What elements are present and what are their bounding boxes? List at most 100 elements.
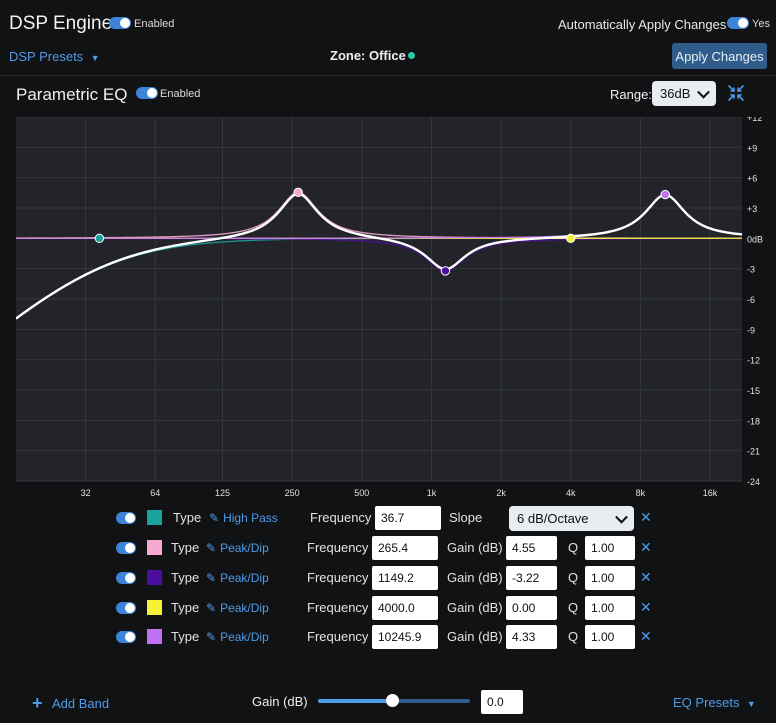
y-tick-label: +3 (747, 204, 757, 214)
master-gain-label: Gain (dB) (252, 694, 308, 709)
plus-icon: + (32, 693, 43, 713)
band-gain-input[interactable]: -3.22 (506, 566, 557, 590)
range-label: Range: (610, 87, 652, 102)
range-select[interactable]: 36dB (652, 81, 716, 106)
eq-enabled-label: Enabled (160, 88, 201, 100)
band-row: Type ✎ Peak/Dip Frequency 4000.0 Gain (dB) 0.0… (0, 595, 776, 621)
band-gain-label: Gain (dB) (447, 600, 503, 615)
band-gain-input[interactable]: 0.00 (506, 596, 557, 620)
band-color-swatch[interactable] (147, 570, 162, 585)
master-gain-slider[interactable] (318, 694, 470, 707)
band-frequency-label: Frequency (307, 629, 369, 644)
remove-band-icon[interactable]: ✕ (640, 599, 652, 615)
dsp-presets-label: DSP Presets (9, 49, 84, 64)
band-type-link[interactable]: ✎ Peak/Dip (206, 571, 269, 585)
band-gain-input[interactable]: 4.55 (506, 536, 557, 560)
band-type-link[interactable]: ✎ Peak/Dip (206, 630, 269, 644)
band-frequency-label: Frequency (307, 600, 369, 615)
band-type-value: High Pass (223, 511, 278, 525)
band-slope-select[interactable]: 6 dB/Octave (509, 506, 634, 531)
eq-enabled-toggle[interactable] (136, 87, 158, 99)
combined-response-line (16, 192, 743, 320)
band-gain-label: Gain (dB) (447, 540, 503, 555)
band-enable-toggle[interactable] (116, 542, 136, 554)
band-color-swatch[interactable] (147, 510, 162, 525)
auto-apply-label: Automatically Apply Changes (558, 17, 727, 32)
band-row: Type ✎ Peak/Dip Frequency 10245.9 Gain (dB) 4.… (0, 624, 776, 650)
band-gain-input[interactable]: 4.33 (506, 625, 557, 649)
band-handle-point (440, 266, 451, 276)
y-tick-label: +12 (747, 117, 762, 123)
band-frequency-input[interactable]: 10245.9 (372, 625, 438, 649)
chart-band-points (94, 187, 670, 276)
y-tick-label: -21 (747, 447, 760, 457)
band-type-link[interactable]: ✎ Peak/Dip (206, 601, 269, 615)
eq-title: Parametric EQ (16, 85, 128, 104)
band-frequency-label: Frequency (307, 570, 369, 585)
chart-tick-labels: +12 +9 +6 +3 0dB -3 -6 -9 -12 -15 -18 -21 -24 32 64 125… (81, 117, 763, 498)
band-handle-point (660, 189, 670, 200)
dsp-presets-dropdown[interactable]: DSP Presets ▼ (9, 48, 100, 66)
band-frequency-input[interactable]: 265.4 (372, 536, 438, 560)
band-gain-label: Gain (dB) (447, 629, 503, 644)
band-slope-label: Slope (449, 510, 483, 525)
eq-presets-dropdown[interactable]: EQ Presets ▼ (673, 694, 756, 712)
band-type-link[interactable]: ✎ High Pass (209, 511, 278, 525)
page-title: DSP Engine (9, 13, 113, 34)
master-gain-slider-thumb[interactable] (386, 694, 400, 707)
band-row: Type ✎ High Pass Frequency 36.7 Slope 6 dB/Oct… (0, 505, 776, 531)
band-frequency-label: Frequency (310, 510, 372, 525)
band-color-swatch[interactable] (147, 629, 162, 644)
band-type-link[interactable]: ✎ Peak/Dip (206, 541, 269, 555)
band-q-input[interactable]: 1.00 (585, 566, 635, 590)
band-frequency-input[interactable]: 1149.2 (372, 566, 438, 590)
band-q-input[interactable]: 1.00 (585, 625, 635, 649)
x-tick-label: 64 (150, 488, 160, 498)
band-q-label: Q (568, 600, 579, 615)
remove-band-icon[interactable]: ✕ (640, 539, 652, 555)
band-enable-toggle[interactable] (116, 572, 136, 584)
remove-band-icon[interactable]: ✕ (640, 569, 652, 585)
eq-frequency-chart[interactable]: +12 +9 +6 +3 0dB -3 -6 -9 -12 -15 -18 -21 -24 32 64 125… (16, 117, 776, 499)
band-handle-point (566, 233, 576, 244)
band-type-value: Peak/Dip (220, 541, 269, 555)
y-tick-label: -18 (747, 416, 760, 426)
band-enable-toggle[interactable] (116, 631, 136, 643)
x-tick-label: 250 (285, 488, 300, 498)
collapse-arrows-icon[interactable] (728, 85, 744, 101)
zone-label: Zone: Office (330, 48, 406, 63)
master-gain-input[interactable]: 0.0 (481, 690, 523, 714)
band-q-label: Q (568, 570, 579, 585)
band-type-value: Peak/Dip (220, 601, 269, 615)
band-color-swatch[interactable] (147, 600, 162, 615)
y-tick-label: -6 (747, 295, 755, 305)
dsp-enabled-toggle[interactable] (109, 17, 131, 29)
remove-band-icon[interactable]: ✕ (640, 509, 652, 525)
band-frequency-label: Frequency (307, 540, 369, 555)
band-q-input[interactable]: 1.00 (585, 596, 635, 620)
x-tick-label: 4k (566, 488, 576, 498)
band-type-label: Type (171, 600, 200, 615)
add-band-button[interactable]: + Add Band (32, 693, 109, 714)
remove-band-icon[interactable]: ✕ (640, 628, 652, 644)
pencil-icon: ✎ (206, 630, 217, 644)
dsp-enabled-label: Enabled (134, 18, 175, 30)
band-q-input[interactable]: 1.00 (585, 536, 635, 560)
x-tick-label: 32 (81, 488, 91, 498)
apply-changes-button[interactable]: Apply Changes (672, 43, 767, 69)
range-value: 36dB (660, 86, 691, 101)
band-enable-toggle[interactable] (116, 512, 136, 524)
x-tick-label: 8k (636, 488, 646, 498)
zone-status-dot (408, 52, 415, 59)
band-enable-toggle[interactable] (116, 602, 136, 614)
band-frequency-input[interactable]: 36.7 (375, 506, 441, 530)
eq-presets-label: EQ Presets (673, 695, 740, 710)
band-color-swatch[interactable] (147, 540, 162, 555)
auto-apply-toggle[interactable] (727, 17, 749, 29)
band-frequency-input[interactable]: 4000.0 (372, 596, 438, 620)
pencil-icon: ✎ (206, 601, 217, 615)
y-tick-label: 0dB (747, 234, 763, 244)
y-tick-label: -12 (747, 356, 760, 366)
master-gain-slider-fill (318, 699, 393, 703)
x-tick-label: 16k (703, 488, 718, 498)
